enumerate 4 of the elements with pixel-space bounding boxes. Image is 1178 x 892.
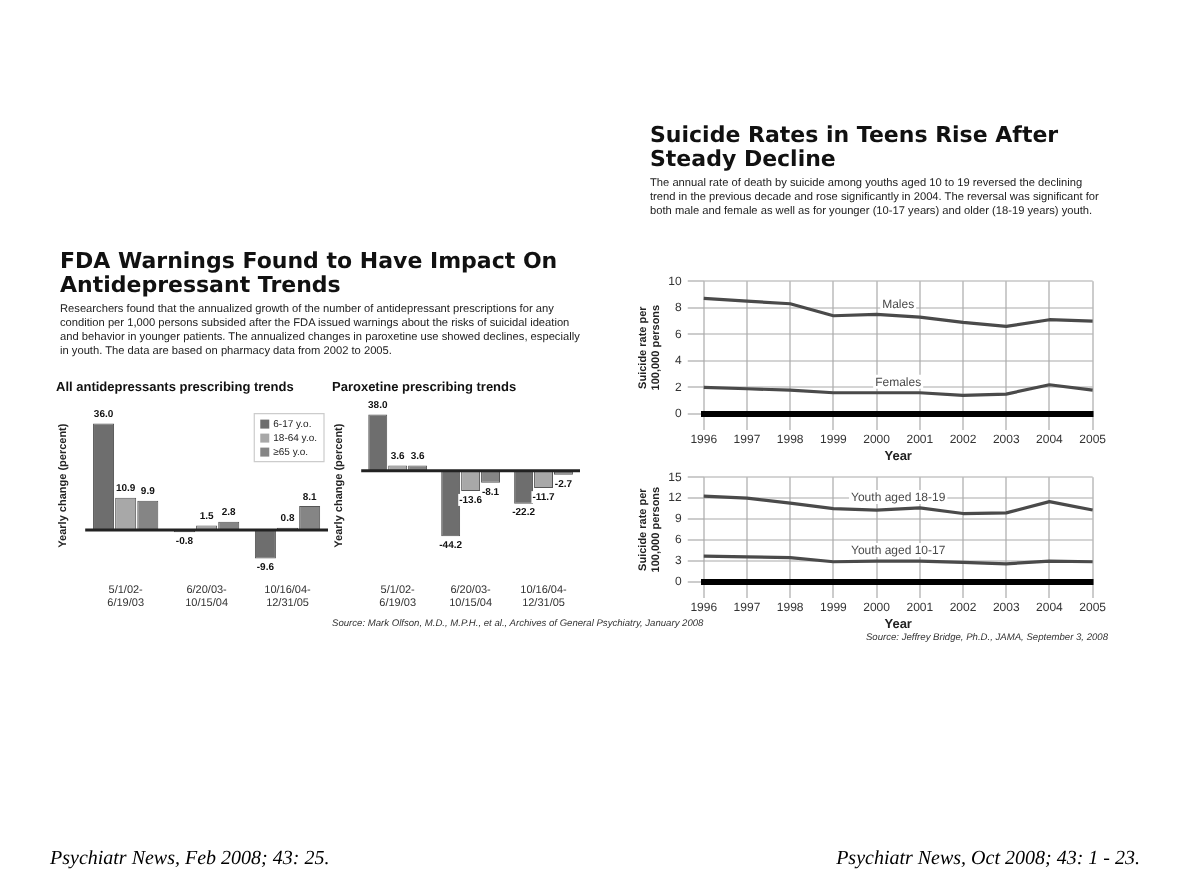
text: FDA Warnings Found to Have Impact On Antidepressant Trends — [60, 248, 560, 298]
text: Psychiatr News, Oct 2008; 43: 1 - 23. — [836, 848, 1140, 870]
text: Psychiatr News, Feb 2008; 43: 25. — [50, 848, 330, 870]
text: Suicide Rates in Teens Rise After Steady Decline — [650, 122, 1061, 172]
